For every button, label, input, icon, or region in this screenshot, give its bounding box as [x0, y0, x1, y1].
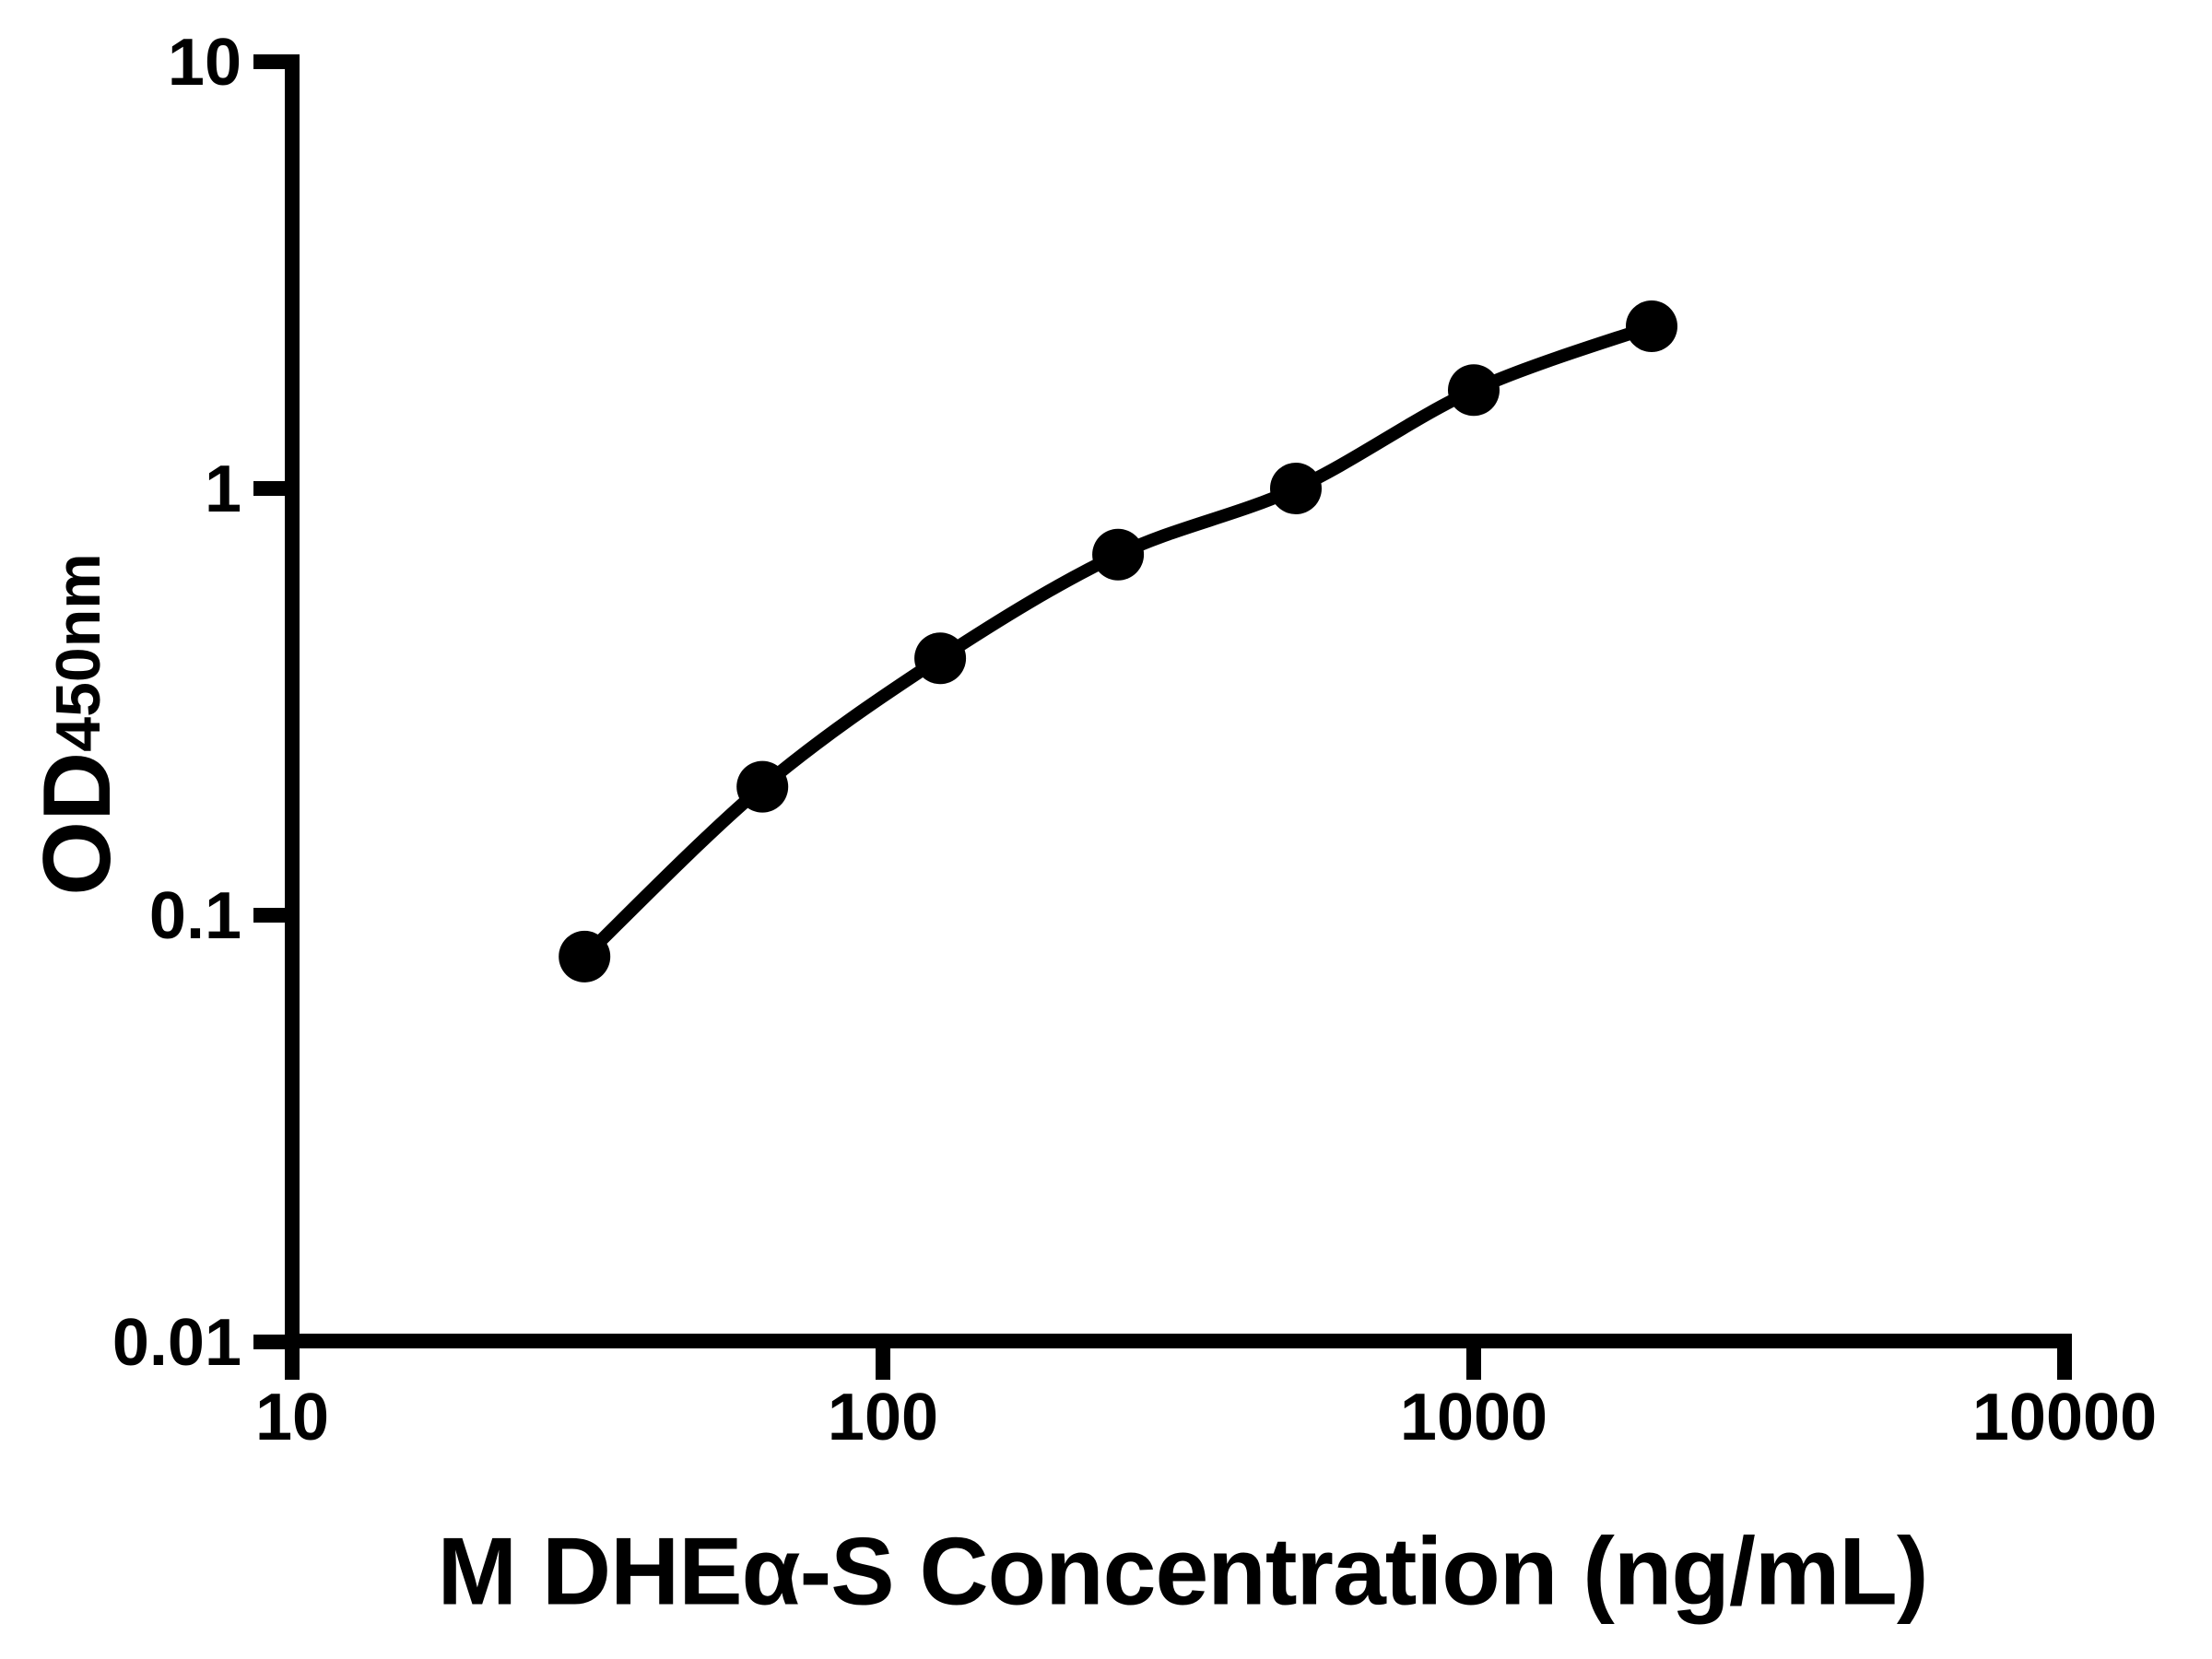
- data-point: [1626, 300, 1677, 352]
- y-axis-title: OD450nm: [24, 553, 131, 895]
- x-tick-label: 10: [255, 1381, 329, 1454]
- y-tick-label: 1: [205, 453, 241, 526]
- y-axis-title-main: OD: [24, 751, 131, 896]
- y-tick-label: 0.1: [149, 879, 241, 953]
- x-tick-label: 100: [828, 1381, 938, 1454]
- x-tick-label: 1000: [1400, 1381, 1547, 1454]
- x-axis-title: M DHEα-S Concentration (ng/mL): [437, 1518, 1929, 1626]
- data-point: [1092, 528, 1145, 581]
- data-point: [1270, 463, 1322, 514]
- x-tick-label: 10000: [1972, 1381, 2157, 1454]
- y-tick-label: 0.01: [112, 1306, 241, 1380]
- y-tick-label: 10: [168, 26, 241, 100]
- data-point: [1448, 364, 1500, 417]
- fit-curve: [578, 320, 1658, 963]
- data-point: [736, 760, 789, 813]
- point-layer: [559, 300, 1677, 982]
- y-axis-title-subscript: 450nm: [43, 553, 113, 752]
- data-point: [559, 930, 611, 982]
- data-point: [914, 632, 967, 685]
- axes-layer: [253, 54, 2072, 1380]
- curve-layer: [578, 320, 1658, 963]
